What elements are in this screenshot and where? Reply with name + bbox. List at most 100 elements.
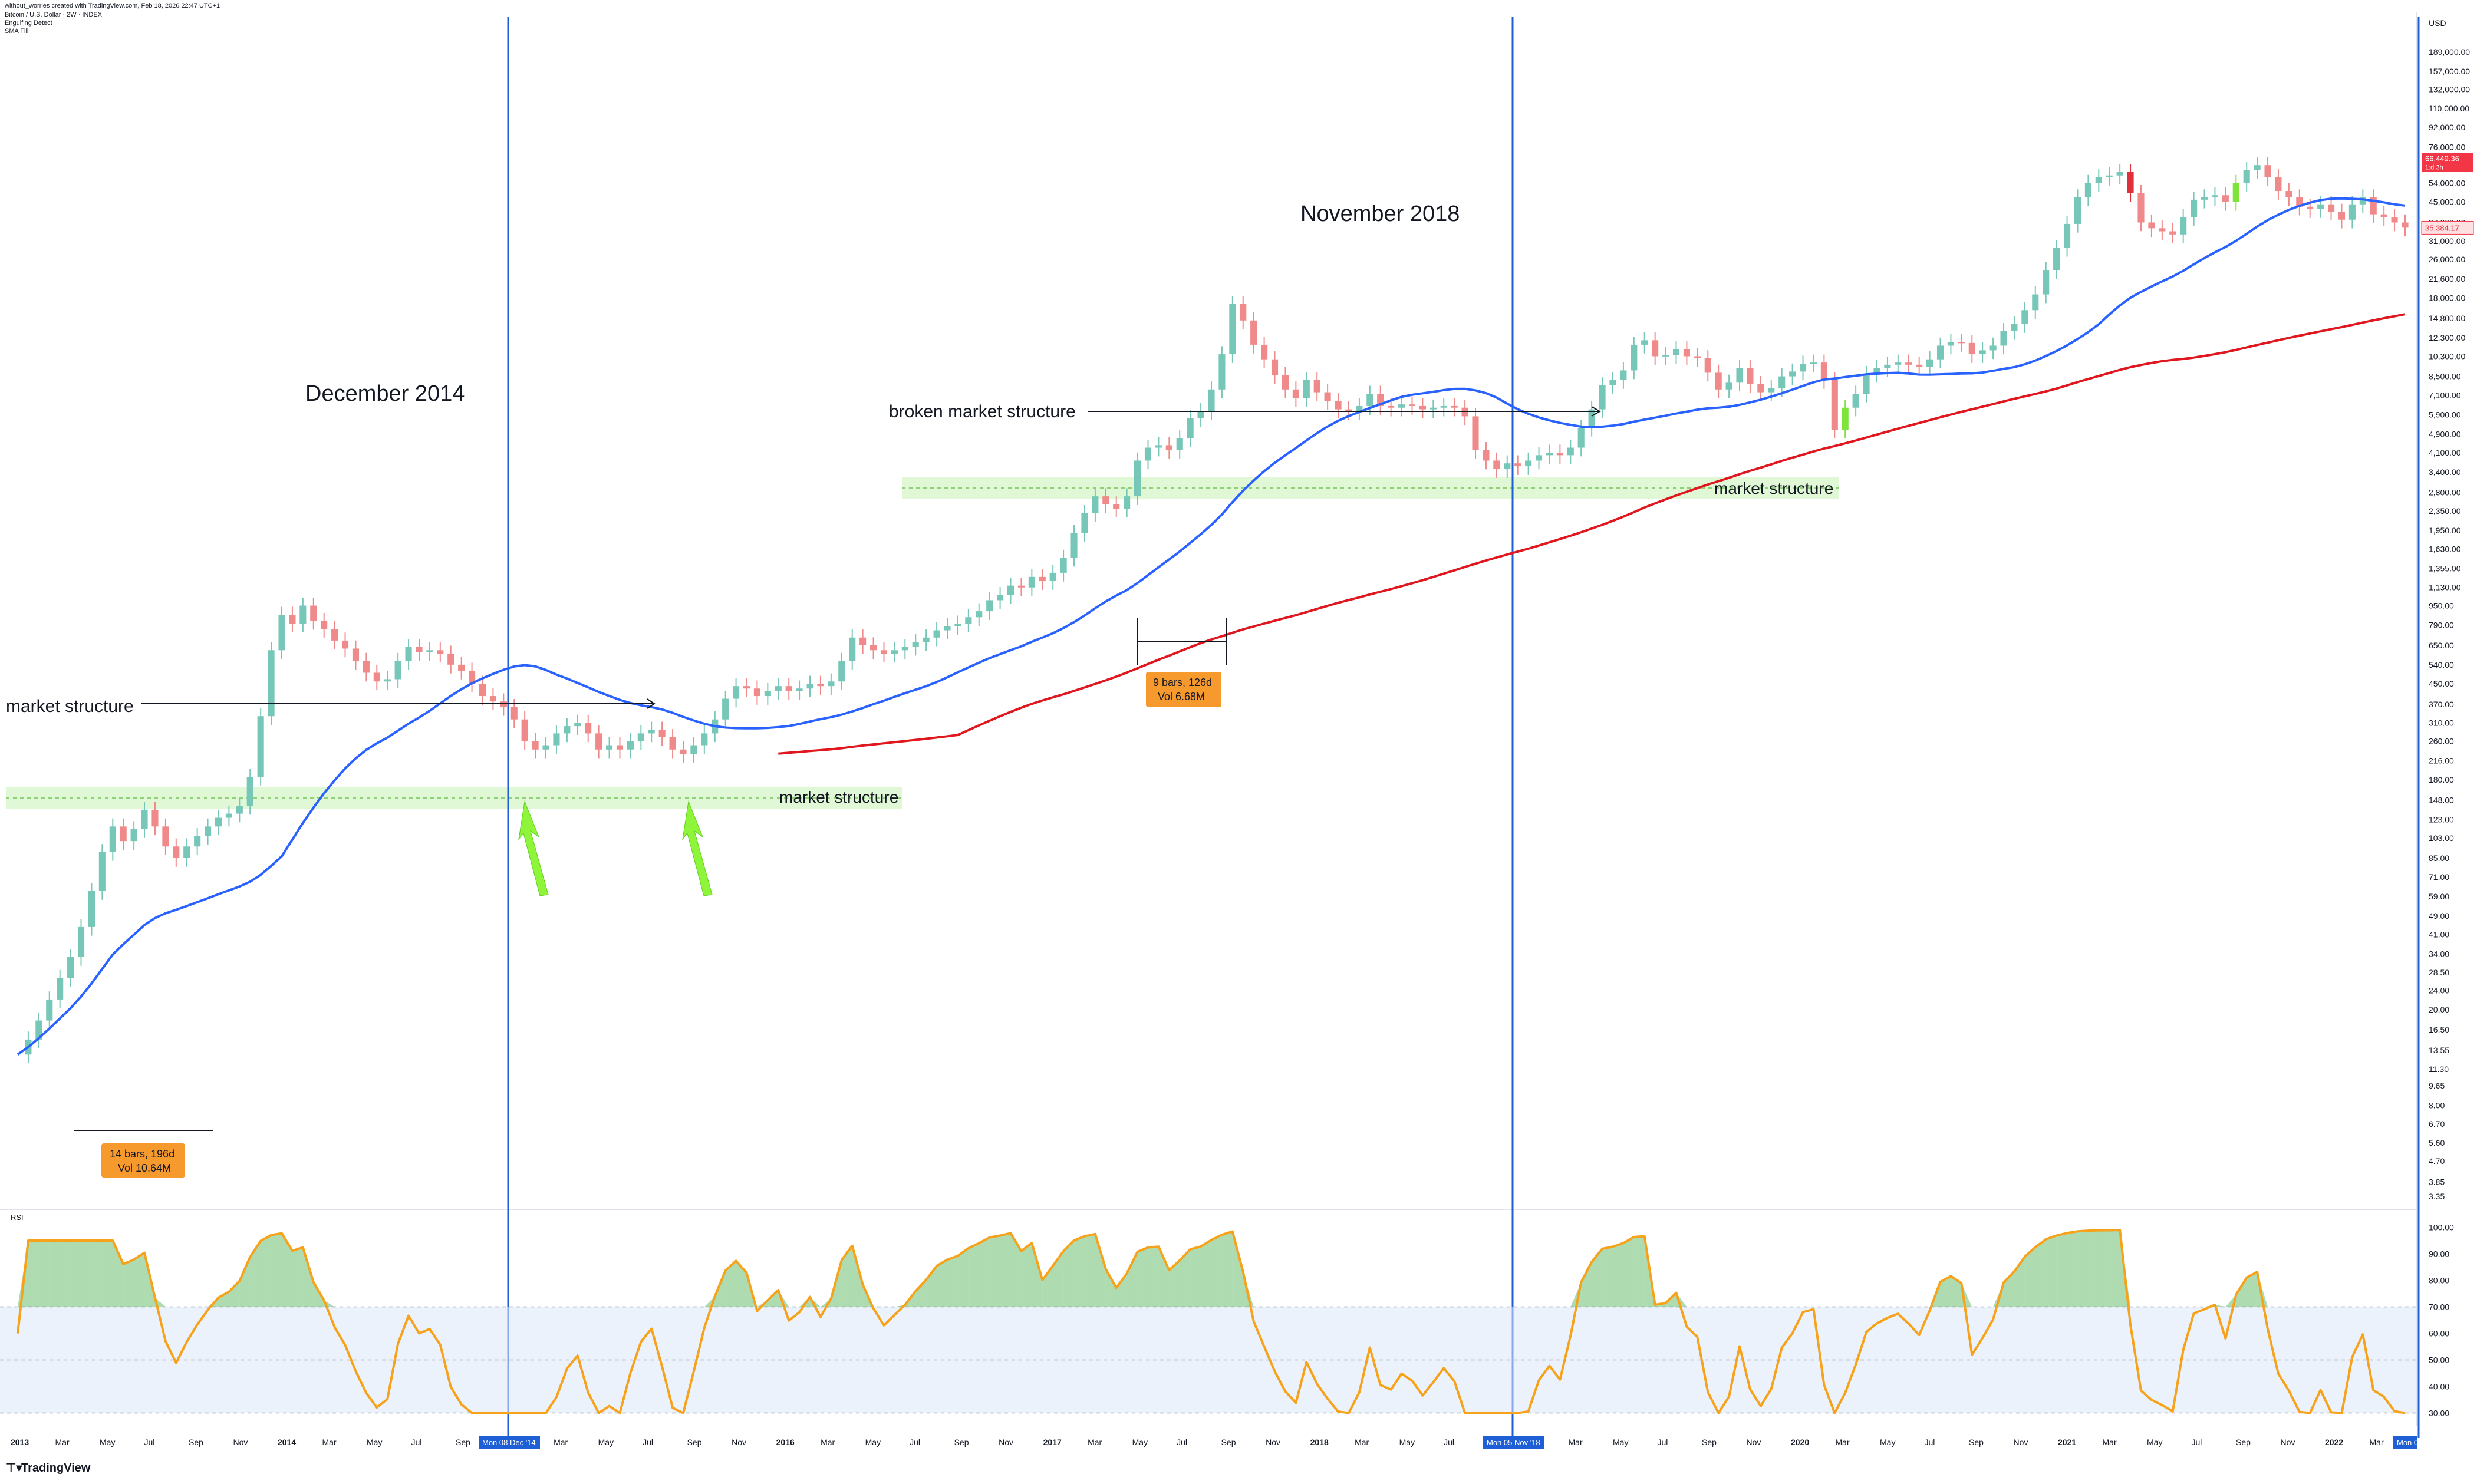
time-highlight-label-1: Mon 08 Dec '14 [482,1438,536,1447]
candle-up [722,698,729,720]
candle-up [1641,340,1648,345]
time-tick: Sep [456,1437,470,1447]
time-tick: Jul [1925,1437,1935,1447]
price-tick: 4,900.00 [2429,429,2461,438]
rsi-overbought-fill [1032,1243,1043,1307]
candle-up [1799,363,1807,372]
time-tick: May [1132,1437,1148,1447]
candle-up [1546,452,1553,456]
time-tick: Mar [1569,1437,1583,1447]
candle-up [109,826,116,852]
candle-up [1989,345,1997,351]
rsi-overbought-fill [123,1259,134,1307]
time-tick: May [598,1437,614,1447]
rsi-overbought-fill [229,1281,240,1307]
candle-up [1588,409,1595,428]
rsi-overbought-fill [989,1235,1000,1307]
candle-down [2264,165,2271,177]
rsi-overbought-fill [70,1241,81,1307]
time-tick: Mar [554,1437,568,1447]
candle-up [225,813,232,818]
price-tick: 132,000.00 [2429,85,2470,94]
candle-down [869,645,877,651]
candle-down [489,696,496,702]
candle-down [1683,349,1690,357]
candle-down [680,749,687,754]
candle-up [35,1020,42,1040]
candle-up [1218,354,1226,390]
candle-up [1789,371,1796,377]
candle-down [1461,407,1468,417]
candle-up [130,829,137,842]
candle-down [785,686,792,691]
indicator-sma-fill[interactable]: SMA Fill [5,28,29,35]
label-december-2014: December 2014 [305,381,465,406]
candle-down [363,661,370,673]
rsi-overbought-fill [926,1265,937,1307]
candle-down [2338,212,2346,220]
candle-up [2063,223,2071,248]
candle-up [944,626,951,631]
candle-down [151,809,159,827]
candle-down [2391,217,2398,223]
indicator-engulfing[interactable]: Engulfing Detect [5,19,52,27]
candle-up [2243,170,2250,183]
rsi-overbought-fill [1612,1243,1623,1307]
rsi-overbought-fill [778,1290,789,1307]
candle-down [1282,375,1289,390]
candle-up [701,733,708,746]
candle-up [2348,204,2356,220]
rsi-overbought-fill [2236,1277,2247,1307]
rsi-overbought-fill [2099,1230,2110,1307]
rsi-overbought-fill [1137,1247,1148,1307]
time-tick: Mar [322,1437,337,1447]
price-tick: 6.70 [2429,1119,2445,1129]
candle-down [616,745,624,750]
price-tick: 216.00 [2429,756,2454,765]
candle-up [2191,199,2198,217]
price-tick: 3.35 [2429,1192,2445,1201]
candle-down [1271,359,1279,375]
price-tick: 1,130.00 [2429,583,2461,592]
candle-up [954,624,961,626]
candle-down [352,648,360,661]
candle-up [2084,183,2091,198]
price-tick: 2,350.00 [2429,506,2461,516]
price-tick: 12,300.00 [2429,333,2465,342]
rsi-overbought-fill [2035,1239,2046,1307]
candle-up [1176,438,1183,450]
rsi-overbought-fill [768,1290,779,1307]
rsi-overbought-fill [292,1247,303,1307]
candle-down [743,686,750,689]
candle-up [205,826,212,836]
candle-down [1916,364,1923,367]
rsi-tick: 40.00 [2429,1382,2449,1391]
candle-up [1049,572,1056,582]
price-tick: 1,355.00 [2429,564,2461,573]
last-price-badge [2422,153,2473,172]
candle-up [1842,407,1849,430]
rsi-overbought-fill [261,1235,272,1307]
candle-up [1884,364,1891,368]
price-tick: 3,400.00 [2429,467,2461,477]
candle-up [2317,204,2324,209]
rsi-overbought-fill [2247,1272,2258,1307]
last-price-sub: 1:d 3h [2425,164,2443,172]
time-tick: Jul [411,1437,422,1447]
rsi-overbought-fill [1940,1276,1951,1307]
rsi-overbought-fill [2024,1246,2035,1307]
rsi-tick: 70.00 [2429,1302,2449,1312]
candle-up [2011,324,2018,331]
candle-up [1060,558,1067,573]
candle-up [141,809,148,830]
candle-up [1768,388,1775,393]
candle-up [690,745,697,754]
candle-down [1747,368,1754,384]
candle-up [553,733,560,746]
candle-up [849,637,856,661]
rsi-overbought-fill [799,1297,811,1307]
candle-down [2380,214,2387,217]
candle-down [437,650,444,654]
candle-up [384,679,391,682]
